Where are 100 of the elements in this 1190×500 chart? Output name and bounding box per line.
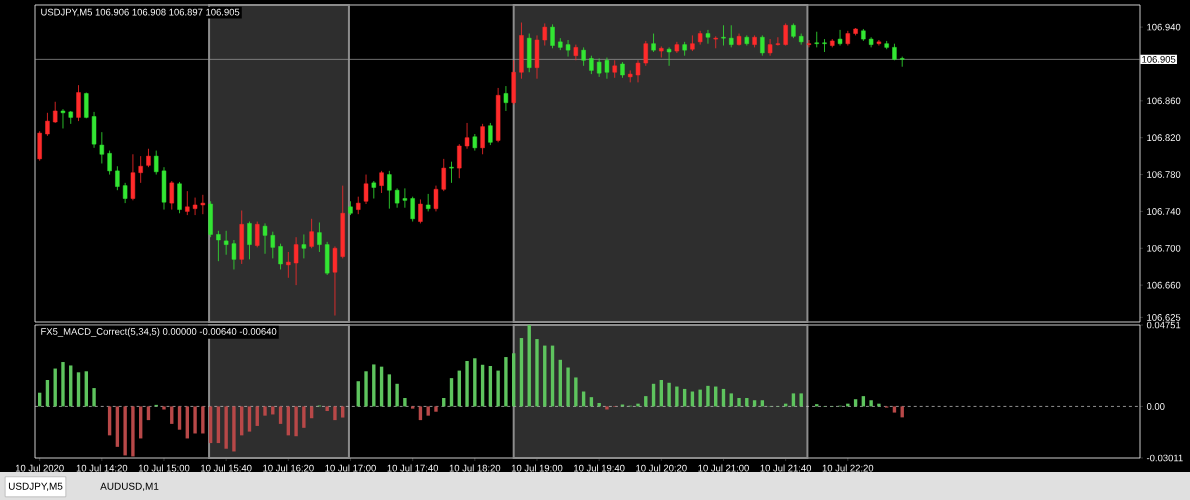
x-tick-label: 10 Jul 20:20 — [636, 464, 687, 472]
candlestick — [363, 174, 369, 205]
candlestick — [666, 46, 672, 67]
bar — [162, 406, 166, 410]
bar — [201, 406, 205, 434]
candlestick — [53, 101, 58, 124]
bar — [208, 406, 213, 444]
candlestick — [200, 194, 206, 215]
candlestick — [379, 170, 384, 194]
candlestick — [760, 35, 765, 57]
bar — [325, 406, 329, 412]
bar — [410, 406, 415, 409]
candlestick — [433, 185, 439, 212]
x-tick-label: 10 Jul 21:40 — [760, 464, 812, 472]
candlestick — [309, 218, 314, 249]
y-tick-label: 106.740 — [1147, 208, 1181, 215]
candlestick — [783, 23, 788, 46]
bar — [574, 377, 578, 407]
x-tick-label: 10 Jul 17:40 — [387, 464, 439, 472]
bar — [535, 339, 539, 407]
candlestick — [480, 123, 485, 155]
y-tick-label: 106.780 — [1147, 171, 1181, 178]
candlestick — [705, 29, 711, 45]
candlestick — [138, 155, 143, 184]
candlestick — [900, 56, 905, 68]
candlestick — [410, 196, 415, 222]
x-tick-label: 10 Jul 19:40 — [574, 464, 625, 472]
candlestick — [643, 40, 648, 67]
candlestick — [876, 39, 882, 46]
candlestick — [45, 112, 50, 137]
bar — [403, 398, 407, 407]
bar — [395, 383, 399, 407]
bar — [434, 406, 438, 412]
candlestick — [449, 161, 454, 184]
text: USDJPY,M5 — [8, 482, 63, 491]
x-tick-label: 10 Jul 21:00 — [698, 464, 749, 472]
candlestick — [635, 59, 641, 83]
bar — [131, 406, 135, 457]
y-tick-label: 106.660 — [1147, 281, 1181, 289]
candlestick — [286, 251, 291, 279]
candlestick — [596, 58, 602, 78]
bar — [263, 406, 267, 416]
x-tick-label: 10 Jul 15:00 — [138, 464, 190, 472]
bar — [418, 406, 423, 421]
x-tick-label: 10 Jul 14:20 — [76, 464, 128, 472]
bar — [675, 386, 679, 407]
candlestick — [394, 187, 400, 209]
y-tick-label: 0.00 — [1146, 403, 1165, 410]
candlestick — [216, 230, 221, 262]
bar — [605, 406, 609, 410]
x-tick-label: 10 Jul 16:20 — [263, 464, 314, 472]
y-tick-label: -0.03011 — [1146, 454, 1183, 462]
candlestick — [713, 35, 718, 49]
x-tick-label: 10 Jul 22:20 — [822, 464, 874, 472]
candlestick — [550, 23, 555, 49]
candlestick — [317, 222, 322, 253]
bar — [667, 382, 671, 407]
candlestick — [99, 131, 105, 164]
bar — [224, 406, 228, 449]
candlestick — [301, 234, 307, 259]
bar — [61, 362, 65, 407]
bar — [309, 406, 314, 419]
ref-line-label: 106.905 — [1142, 56, 1176, 63]
candlestick — [775, 36, 781, 46]
bar — [426, 406, 430, 416]
bar — [706, 385, 710, 407]
y-tick-label: 106.940 — [1147, 23, 1181, 31]
bar — [255, 406, 259, 426]
bar — [372, 364, 376, 407]
bar — [566, 367, 570, 407]
candlestick — [503, 85, 509, 112]
bar — [869, 400, 873, 407]
bar — [496, 370, 500, 407]
bar — [465, 361, 469, 407]
bar — [698, 389, 702, 407]
candlestick — [146, 148, 151, 168]
x-tick-label: 10 Jul 19:00 — [511, 464, 563, 472]
bar — [92, 388, 96, 407]
bar — [364, 371, 368, 407]
bar — [232, 406, 236, 452]
candlestick — [60, 108, 66, 129]
bar — [170, 406, 174, 424]
candlestick — [767, 38, 773, 57]
candlestick — [814, 31, 819, 48]
candlestick — [122, 182, 128, 204]
y-tick-label: 0.04751 — [1146, 321, 1181, 329]
bar — [504, 357, 508, 407]
candlestick — [464, 122, 470, 150]
candlestick — [255, 221, 260, 248]
y-tick-label: 106.700 — [1147, 244, 1181, 252]
candlestick — [542, 23, 547, 46]
candlestick — [581, 46, 586, 67]
bar — [737, 398, 741, 407]
candlestick — [231, 239, 237, 270]
bar — [892, 406, 897, 413]
candlestick — [589, 55, 594, 75]
bar — [146, 406, 151, 421]
bar — [302, 406, 306, 428]
candlestick — [293, 236, 299, 286]
candlestick — [565, 39, 571, 57]
